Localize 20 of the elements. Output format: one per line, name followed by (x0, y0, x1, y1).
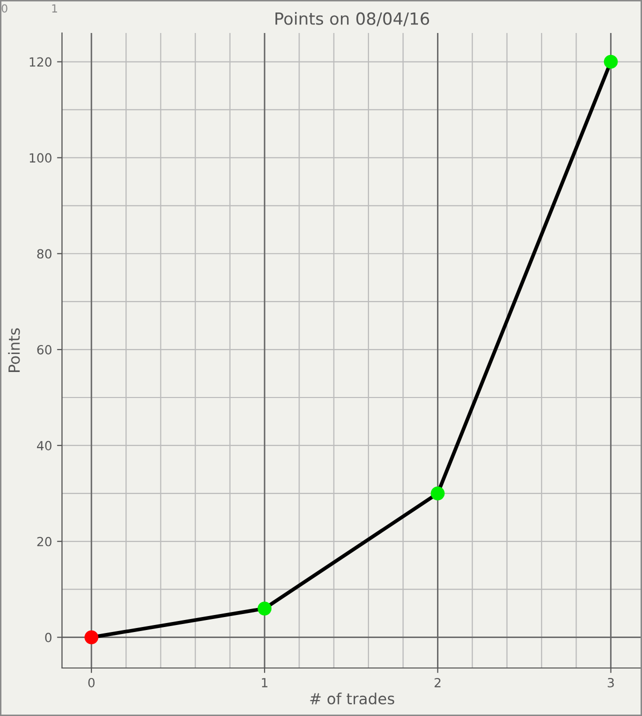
x-tick-label: 0 (88, 678, 95, 688)
y-tick-label: 60 (37, 345, 52, 354)
y-tick-label: 0 (45, 632, 52, 642)
y-axis-title: Points (8, 328, 20, 372)
text: 0 (2, 4, 8, 13)
point (430, 486, 445, 500)
y-tick-label: 100 (30, 153, 52, 163)
point (258, 602, 272, 616)
x-tick-label: 1 (262, 678, 268, 688)
x-tick-label: 2 (434, 678, 440, 688)
y-tick-label: 40 (36, 440, 52, 450)
x-axis-title: # of trades (310, 692, 394, 704)
chart-title: Points on 08/04/16 (276, 12, 430, 26)
x-tick-label: 3 (608, 678, 614, 688)
point (604, 54, 618, 69)
y-tick-label: 120 (30, 57, 52, 67)
text: 1 (52, 4, 58, 12)
y-tick-label: 20 (37, 536, 52, 546)
y-tick-label: 80 (37, 249, 52, 259)
point (84, 630, 98, 644)
